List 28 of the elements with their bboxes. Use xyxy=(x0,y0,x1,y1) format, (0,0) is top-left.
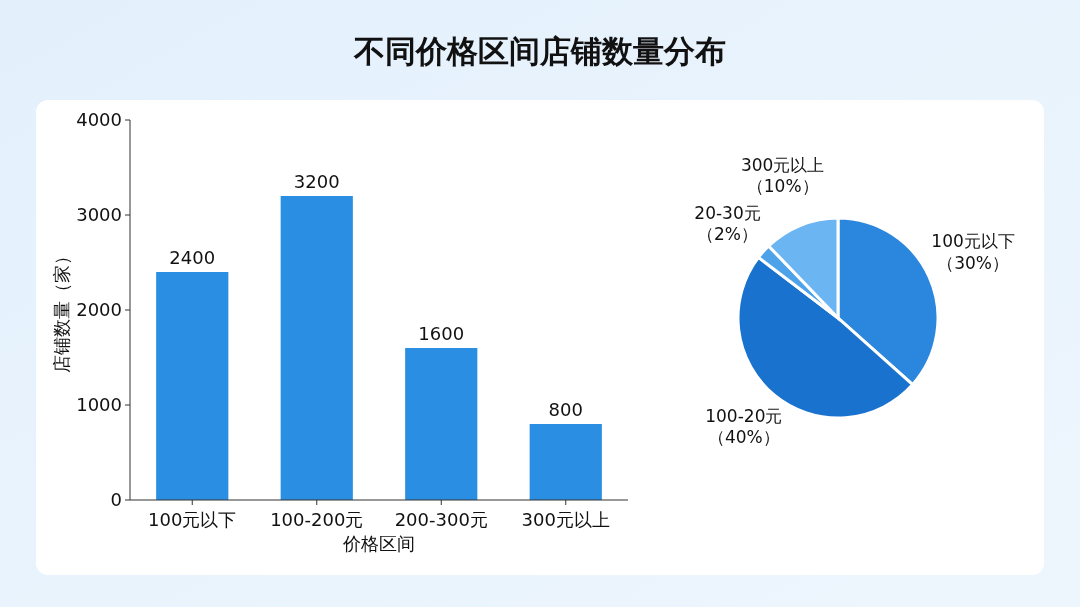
data-label: 1600 xyxy=(418,323,465,344)
data-label: （30%） xyxy=(937,252,1009,273)
y-tick-label: 4000 xyxy=(76,109,122,131)
data-label: 3200 xyxy=(293,171,340,192)
data-label: 800 xyxy=(548,399,583,420)
y-tick-label: 3000 xyxy=(76,204,122,226)
bar xyxy=(156,272,229,500)
y-tick-label: 2000 xyxy=(76,299,122,321)
bar xyxy=(280,196,353,500)
slice-label: 100-20元 xyxy=(705,406,783,427)
slice-label: 100元以下 xyxy=(931,231,1015,252)
data-label: （2%） xyxy=(697,223,758,244)
x-tick-label: 100-200元 xyxy=(270,509,364,530)
data-label: （10%） xyxy=(746,175,819,196)
slice-label: 300元以上 xyxy=(740,154,825,175)
bar xyxy=(529,424,602,500)
data-label: （40%） xyxy=(707,427,780,448)
x-tick-label: 200-300元 xyxy=(394,509,488,530)
x-tick-label: 300元以上 xyxy=(521,509,610,530)
y-axis-title: 店铺数量（家） xyxy=(51,247,72,373)
slice-label: 20-30元 xyxy=(694,202,761,223)
x-tick-label: 100元以下 xyxy=(148,509,237,530)
bar xyxy=(405,348,478,500)
data-label: 2400 xyxy=(169,247,216,268)
y-tick-label: 0 xyxy=(110,489,122,511)
y-tick-label: 1000 xyxy=(76,394,122,416)
chart-title: 不同价格区间店铺数量分布 xyxy=(353,33,726,69)
x-axis-title: 价格区间 xyxy=(342,533,415,554)
